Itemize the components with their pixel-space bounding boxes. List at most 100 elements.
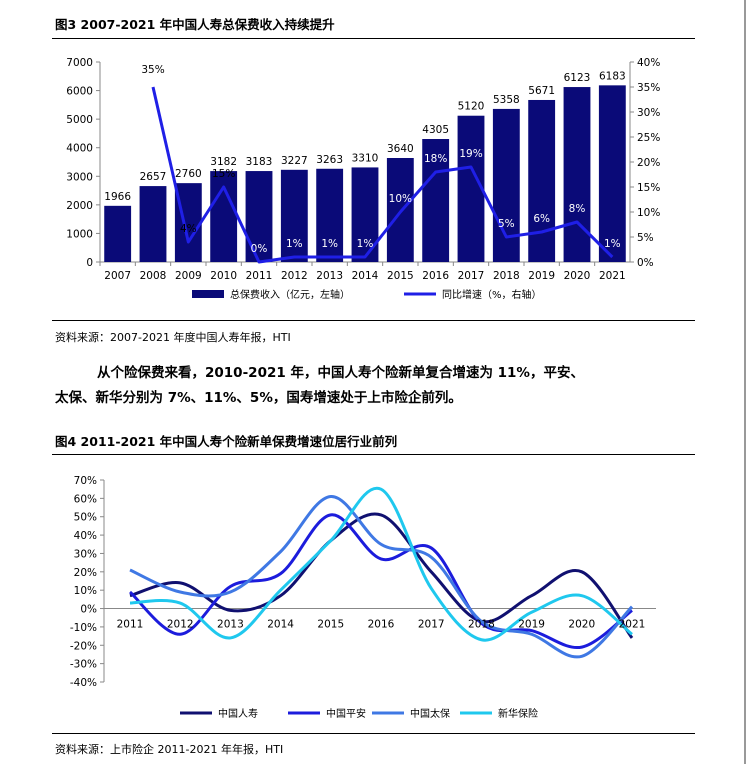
bar (563, 87, 591, 262)
body-paragraph: 从个险保费来看，2010-2021 年，中国人寿个险新单复合增速为 11%，平安… (55, 361, 695, 411)
series-line (128, 513, 633, 650)
growth-value-label: 35% (141, 64, 164, 76)
figure4-top-rule (52, 454, 695, 455)
growth-value-label: 1% (286, 238, 303, 250)
figure3-chart: 0 1000 2000 3000 4000 5000 6000 7000 0% 5% 10% 15% 2… (66, 57, 660, 301)
bar-value-label: 2760 (175, 168, 202, 180)
legend-label: 中国太保 (410, 707, 450, 720)
x-tick-label: 2009 (175, 270, 202, 282)
left-tick-label: 7000 (66, 57, 93, 69)
x-tick-label: 2016 (368, 619, 395, 631)
bar (210, 171, 238, 262)
y-tick-label: -30% (70, 659, 97, 671)
legend-label: 中国人寿 (218, 707, 258, 720)
x-tick-label: 2018 (468, 619, 495, 631)
bar (280, 169, 308, 262)
x-tick-label: 2015 (387, 270, 414, 282)
bar (528, 99, 556, 262)
right-tick-label: 20% (637, 157, 660, 169)
figure4-chart: -40% -30% -20% -10% 0% 10% 20% 30% 40% 50% 60% 70% 2… (70, 475, 656, 720)
bar-value-label: 3263 (316, 154, 343, 166)
growth-value-label: 15% (212, 168, 235, 180)
x-tick-label: 2012 (167, 619, 194, 631)
y-tick-label: -20% (70, 640, 97, 652)
bar (598, 85, 626, 262)
left-tick-label: 3000 (66, 171, 93, 183)
bar-value-label: 6183 (599, 70, 626, 82)
figure4-title: 图4 2011-2021 年中国人寿个险新单保费增速位居行业前列 (55, 434, 398, 449)
paragraph-line-1: 从个险保费来看，2010-2021 年，中国人寿个险新单复合增速为 11%，平安… (97, 365, 584, 381)
bar (492, 108, 520, 263)
x-tick-label: 2010 (210, 270, 237, 282)
x-tick-label: 2018 (493, 270, 520, 282)
left-tick-label: 0 (86, 257, 93, 269)
figure3-top-rule (52, 38, 695, 39)
right-tick-label: 30% (637, 107, 660, 119)
x-tick-label: 2007 (104, 270, 131, 282)
legend-bar-swatch (192, 290, 224, 298)
bar-value-label: 6123 (564, 72, 591, 84)
left-tick-label: 5000 (66, 114, 93, 126)
x-tick-label: 2016 (422, 270, 449, 282)
y-tick-label: 10% (74, 585, 97, 597)
y-tick-label: 0% (80, 604, 97, 616)
growth-value-label: 4% (180, 223, 197, 235)
figure4-source: 资料来源：上市险企 2011-2021 年年报，HTI (55, 743, 284, 756)
right-tick-label: 10% (637, 207, 660, 219)
legend-label: 中国平安 (326, 707, 366, 720)
bar (422, 139, 450, 262)
x-tick-label: 2014 (352, 270, 379, 282)
growth-value-label: 1% (321, 238, 338, 250)
growth-value-label: 18% (424, 153, 447, 165)
x-tick-label: 2014 (267, 619, 294, 631)
paragraph-line-2: 太保、新华分别为 7%、11%、5%，国寿增速处于上市险企前列。 (55, 390, 462, 406)
growth-value-label: 1% (357, 238, 374, 250)
growth-value-label: 10% (389, 193, 412, 205)
growth-value-label: 6% (533, 213, 550, 225)
growth-value-label: 1% (604, 238, 621, 250)
growth-value-label: 19% (459, 148, 482, 160)
figure4-bottom-rule (52, 733, 695, 734)
x-tick-label: 2019 (518, 619, 545, 631)
x-tick-label: 2012 (281, 270, 308, 282)
legend-line-label: 同比增速（%，右轴） (442, 288, 542, 301)
bar-value-label: 5120 (458, 101, 485, 113)
x-tick-label: 2011 (117, 619, 144, 631)
bar-value-label: 2657 (140, 171, 167, 183)
bar (104, 205, 132, 262)
series-line (129, 495, 634, 659)
x-tick-label: 2013 (316, 270, 343, 282)
figure3-title: 图3 2007-2021 年中国人寿总保费收入持续提升 (55, 17, 335, 32)
y-tick-label: 50% (74, 512, 97, 524)
bar (245, 171, 273, 262)
x-tick-label: 2013 (217, 619, 244, 631)
bar-value-label: 3182 (210, 156, 237, 168)
legend-bar-label: 总保费收入（亿元，左轴） (230, 288, 350, 301)
left-tick-label: 2000 (66, 200, 93, 212)
page-edge-line (744, 0, 746, 764)
growth-value-label: 8% (569, 203, 586, 215)
bar-value-label: 5671 (528, 85, 555, 97)
bar-value-label: 3227 (281, 155, 308, 167)
y-tick-label: 40% (74, 530, 97, 542)
left-tick-label: 1000 (66, 228, 93, 240)
x-tick-label: 2021 (619, 619, 646, 631)
x-tick-label: 2015 (317, 619, 344, 631)
bar (457, 115, 485, 262)
bar-value-label: 3183 (246, 156, 273, 168)
y-tick-label: 20% (74, 567, 97, 579)
x-tick-label: 2021 (599, 270, 626, 282)
bar (139, 186, 167, 262)
x-tick-label: 2019 (528, 270, 555, 282)
bar (316, 168, 344, 262)
x-tick-label: 2017 (418, 619, 445, 631)
series-line (129, 512, 634, 639)
right-tick-label: 15% (637, 182, 660, 194)
x-tick-label: 2008 (140, 270, 167, 282)
y-tick-label: 60% (74, 493, 97, 505)
x-tick-label: 2017 (458, 270, 485, 282)
series-line (129, 486, 633, 642)
growth-line (151, 86, 614, 264)
right-tick-label: 35% (637, 82, 660, 94)
bar-value-label: 1966 (104, 191, 131, 203)
